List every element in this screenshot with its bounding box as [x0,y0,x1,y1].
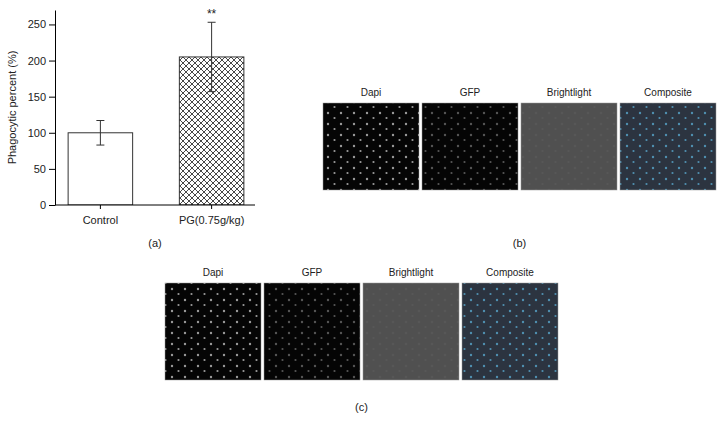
y-tick-mark [49,61,55,62]
image-panel: Dapi GFP Brightlight Composite (c) [165,267,558,413]
error-line [211,22,212,91]
error-cap [96,120,104,121]
figure: 0 50 100 150 200 250 Control PG(0.75g/kg) Phagoc… [0,0,725,425]
x-tick-label: Control [83,214,118,226]
micrograph [620,103,716,190]
x-axis: Control PG(0.75g/kg) [55,205,255,226]
micrograph [462,283,558,380]
y-tick: 250 [28,18,55,30]
channel-label: Brightlight [389,267,434,278]
micrograph [323,103,419,190]
y-axis: 0 50 100 150 200 250 [28,11,56,212]
y-tick-mark [49,205,55,206]
y-tick-mark [49,24,55,25]
y-tick-mark [49,169,55,170]
micrograph [363,283,459,380]
x-axis-line [55,205,255,206]
y-axis-title: Phagocytic percent (%) [6,51,18,165]
channel-label: GFP [302,267,323,278]
y-tick: 100 [28,127,55,139]
y-tick-label: 250 [28,18,46,30]
y-tick-mark [49,133,55,134]
plot-area [68,22,244,205]
panel-label: (b) [513,237,526,249]
x-tick: PG(0.75g/kg) [179,205,244,226]
y-tick-label: 200 [28,55,46,67]
y-tick: 200 [28,55,55,67]
image-panel: Dapi GFP Brightlight Composite (b) [323,87,716,249]
x-tick-label: PG(0.75g/kg) [179,214,244,226]
error-line [100,121,101,146]
micrograph [165,283,261,380]
x-tick-mark [100,205,101,209]
channel-label: Composite [644,87,692,98]
channel-label: Composite [486,267,534,278]
annotation: ** [207,7,217,21]
panel-label: (c) [355,401,368,413]
y-tick: 0 [40,199,55,211]
channel-label: Dapi [361,87,382,98]
channel-label: GFP [460,87,481,98]
error-bar [96,121,104,146]
error-cap [208,22,216,23]
y-tick-label: 100 [28,127,46,139]
y-tick: 150 [28,91,55,103]
y-tick-label: 50 [34,163,46,175]
y-tick-mark [49,97,55,98]
error-cap [96,145,104,146]
error-cap [208,91,216,92]
error-bar [208,22,216,91]
y-tick: 50 [34,163,55,175]
panel-label: (a) [148,237,161,249]
channel-label: Dapi [203,267,224,278]
y-tick-label: 0 [40,199,46,211]
x-tick-mark [211,205,212,209]
micrograph [521,103,617,190]
micrograph [264,283,360,380]
y-tick-label: 150 [28,91,46,103]
micrograph [422,103,518,190]
channel-label: Brightlight [547,87,592,98]
x-tick: Control [83,205,118,226]
y-axis-line [55,11,56,206]
